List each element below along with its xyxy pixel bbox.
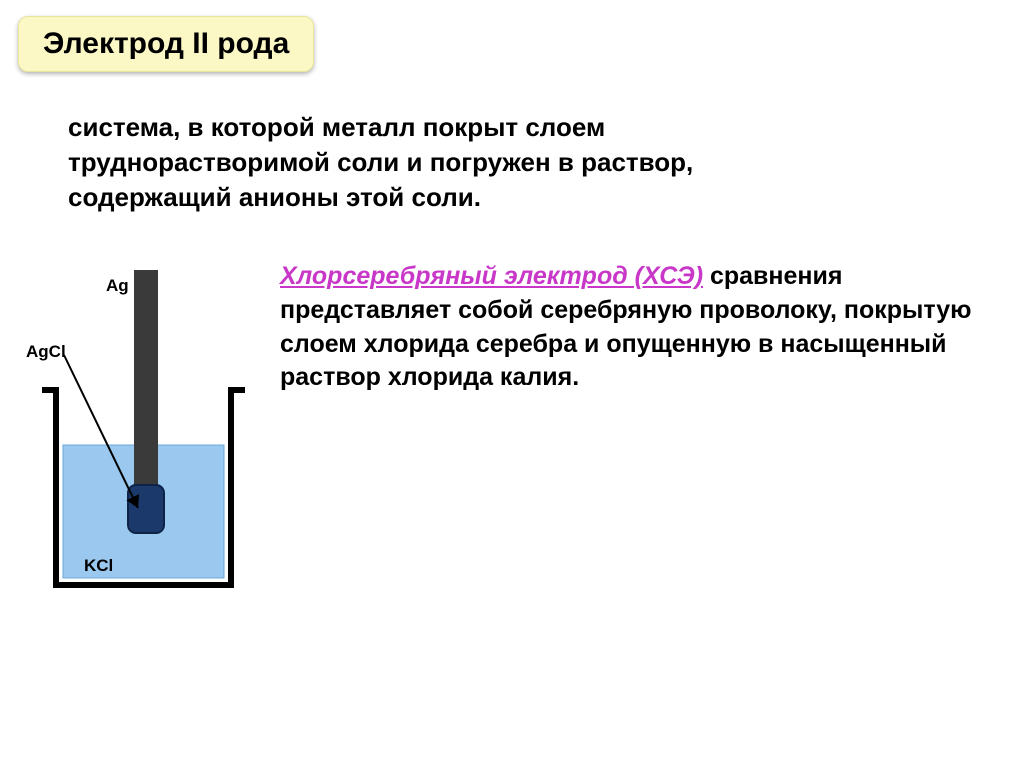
definition-text: система, в которой металл покрыт слоем т… [68, 110, 768, 215]
body-block: Хлорсеребряный электрод (ХСЭ) сравнения … [280, 260, 980, 395]
title-box: Электрод II рода [18, 16, 314, 72]
label-ag: Ag [106, 276, 129, 296]
label-kcl: KCl [84, 556, 113, 576]
electrode-diagram: Ag AgCl KCl [26, 270, 256, 610]
label-agcl: AgCl [26, 342, 66, 362]
diagram-svg [26, 270, 256, 610]
subtitle-text: Хлорсеребряный электрод (ХСЭ) [280, 262, 703, 290]
